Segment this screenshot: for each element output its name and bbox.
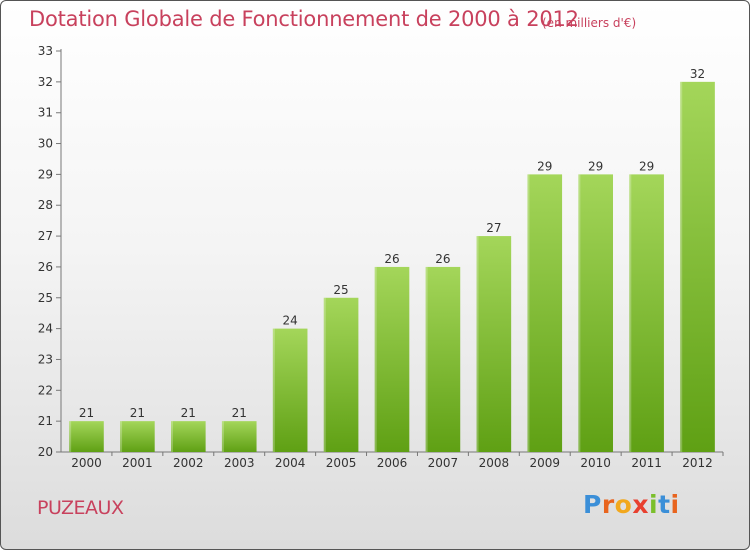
x-tick-label: 2011 — [631, 456, 662, 470]
bar-2011 — [629, 174, 664, 452]
unit-note: (en milliers d'€) — [542, 16, 637, 30]
bar-2012 — [680, 81, 715, 452]
bar-highlight — [629, 174, 632, 452]
axes: 20 21 22 23 24 25 26 27 28 29 30 31 32 33 2000 2001 2002… — [38, 44, 724, 470]
y-tick-label: 31 — [38, 106, 53, 120]
bar-2010 — [578, 174, 614, 452]
proxiti-logo[interactable]: Proxiti — [583, 490, 680, 519]
bar-2004 — [272, 328, 308, 452]
y-tick-label: 22 — [38, 383, 53, 397]
logo-letter: t — [658, 490, 671, 519]
x-tick-label: 2003 — [224, 456, 255, 470]
data-label-2008: 27 — [486, 221, 501, 235]
data-label-2004: 24 — [283, 314, 298, 328]
y-tick-label: 30 — [38, 137, 53, 151]
bar-2005 — [323, 297, 359, 452]
data-labels: 21 21 21 21 24 25 26 26 27 29 29 29 32 — [79, 67, 705, 420]
bar-2007 — [425, 266, 461, 452]
logo-letter: i — [649, 490, 659, 519]
bar-highlight — [527, 174, 530, 452]
bar-2002 — [170, 421, 206, 452]
bar-2001 — [120, 421, 155, 452]
y-tick-label: 27 — [38, 229, 53, 243]
bars — [69, 81, 715, 452]
bar-highlight — [69, 421, 72, 452]
x-tick-label: 2006 — [377, 456, 408, 470]
data-label-2001: 21 — [130, 406, 145, 420]
y-tick-label: 32 — [38, 75, 53, 89]
x-tick-label: 2001 — [122, 456, 153, 470]
y-tick-label: 28 — [38, 198, 53, 212]
bar-2000 — [69, 421, 104, 452]
bar-highlight — [476, 236, 479, 452]
bar-2008 — [476, 236, 512, 452]
bar-highlight — [170, 421, 173, 452]
x-tick-label: 2009 — [529, 456, 560, 470]
y-tick-label: 29 — [38, 167, 53, 181]
x-tick-label: 2012 — [682, 456, 713, 470]
x-tick-label: 2010 — [580, 456, 611, 470]
commune-name: PUZEAUX — [37, 497, 124, 519]
x-tick-label: 2000 — [71, 456, 102, 470]
data-label-2005: 25 — [333, 283, 348, 297]
bar-highlight — [578, 174, 581, 452]
bar-highlight — [120, 421, 123, 452]
bar-highlight — [374, 266, 377, 452]
logo-letter: o — [614, 490, 633, 519]
x-tick-label: 2008 — [479, 456, 510, 470]
bar-highlight — [221, 421, 224, 452]
logo-letter: r — [601, 490, 615, 519]
logo-letter: i — [670, 490, 680, 519]
data-label-2011: 29 — [639, 159, 654, 173]
bar-highlight — [323, 297, 326, 452]
logo-letter: x — [632, 490, 649, 519]
bar-highlight — [680, 81, 683, 452]
data-label-2009: 29 — [537, 159, 552, 173]
data-label-2002: 21 — [181, 406, 196, 420]
data-label-2000: 21 — [79, 406, 94, 420]
y-tick-label: 25 — [38, 291, 53, 305]
bar-2003 — [221, 421, 257, 452]
bar-2006 — [374, 266, 410, 452]
chart-title: Dotation Globale de Fonctionnement de 20… — [29, 7, 579, 31]
bar-highlight — [425, 266, 428, 452]
data-label-2003: 21 — [232, 406, 247, 420]
x-tick-label: 2007 — [428, 456, 459, 470]
y-tick-label: 33 — [38, 44, 53, 58]
x-tick-label: 2005 — [326, 456, 357, 470]
logo-letter: P — [583, 490, 602, 519]
data-label-2007: 26 — [435, 252, 450, 266]
data-label-2012: 32 — [690, 67, 705, 81]
x-tick-label: 2002 — [173, 456, 204, 470]
y-tick-label: 24 — [38, 322, 53, 336]
x-tick-label: 2004 — [275, 456, 306, 470]
y-tick-label: 21 — [38, 414, 53, 428]
bar-highlight — [272, 328, 275, 452]
bar-2009 — [527, 174, 563, 452]
y-tick-label: 23 — [38, 352, 53, 366]
y-tick-label: 20 — [38, 445, 53, 459]
y-tick-label: 26 — [38, 260, 53, 274]
data-label-2010: 29 — [588, 159, 603, 173]
data-label-2006: 26 — [384, 252, 399, 266]
